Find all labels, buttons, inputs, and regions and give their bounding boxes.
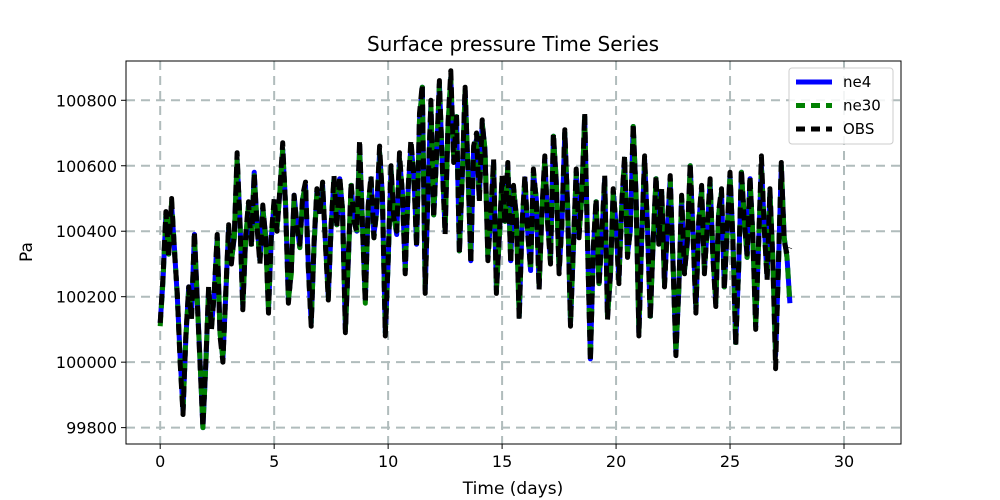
legend: ne4 ne30 OBS <box>788 67 894 145</box>
y-tick-label: 100200 <box>56 288 117 307</box>
series-line-obs <box>157 68 793 431</box>
chart-title: Surface pressure Time Series <box>367 32 659 56</box>
x-axis-label: Time (days) <box>462 479 563 499</box>
y-axis-label: Pa <box>17 242 37 262</box>
y-tick-label: 100600 <box>56 157 117 176</box>
x-tick-label: 15 <box>492 452 512 471</box>
plot-area-frame <box>125 60 902 445</box>
y-tick-label: 100000 <box>56 353 117 372</box>
x-tick-label: 30 <box>834 452 854 471</box>
x-tick-label: 10 <box>378 452 398 471</box>
legend-label-ne30: ne30 <box>843 97 881 115</box>
y-tick-label: 100400 <box>56 222 117 241</box>
x-tick-label: 0 <box>155 452 165 471</box>
plot-lines <box>157 68 793 431</box>
x-tick-label: 5 <box>269 452 279 471</box>
legend-label-obs: OBS <box>843 120 874 138</box>
legend-frame <box>788 67 894 145</box>
x-tick-label: 20 <box>606 452 626 471</box>
x-tick-label: 25 <box>720 452 740 471</box>
y-tick-label: 99800 <box>66 419 117 438</box>
legend-label-ne4: ne4 <box>843 73 871 91</box>
y-tick-label: 100800 <box>56 91 117 110</box>
axis-ticks: 0 5 10 15 20 25 30 99800 100000 100200 100400 10060… <box>56 91 854 471</box>
